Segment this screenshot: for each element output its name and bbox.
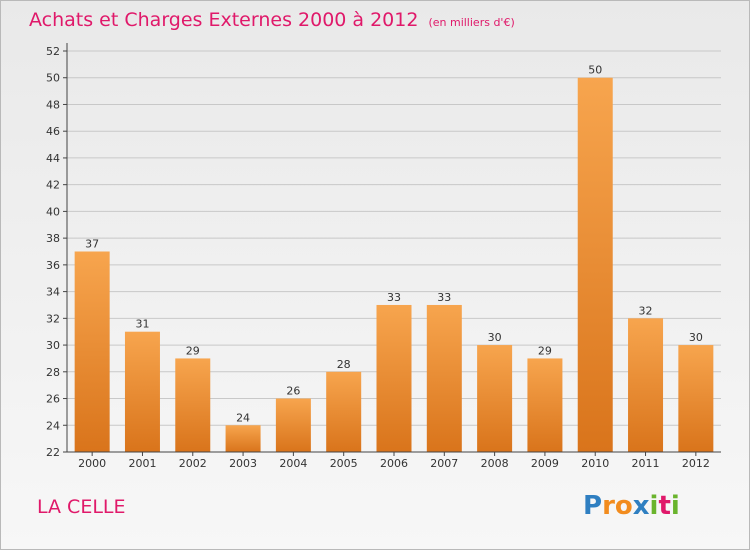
y-tick-label: 34 (46, 286, 60, 299)
bar-value-label: 33 (387, 291, 401, 304)
y-tick-label: 46 (46, 125, 60, 138)
bar-value-label: 32 (639, 304, 653, 317)
bar-value-label: 37 (85, 238, 99, 251)
bar-value-label: 24 (236, 411, 250, 424)
bar-2010 (577, 77, 613, 452)
bar-layer: 37 31 29 24 26 28 33 33 30 29 50 32 30 (74, 64, 714, 452)
bar-2001 (124, 331, 160, 452)
x-tick-label: 2002 (179, 457, 207, 470)
y-tick-label: 30 (46, 339, 60, 352)
bar-2011 (628, 318, 664, 452)
bar-2007 (426, 304, 462, 452)
y-tick-label: 22 (46, 446, 60, 459)
logo-letter: i (670, 491, 680, 521)
logo-letter: i (649, 491, 659, 521)
x-tick-label: 2007 (430, 457, 458, 470)
city-name: LA CELLE (37, 496, 126, 518)
bar-2002 (175, 358, 211, 452)
y-tick-label: 52 (46, 45, 60, 58)
axis-layer: 22 24 26 28 30 32 34 36 38 40 42 44 46 48 50 52 2000 2001… (46, 43, 721, 470)
chart-title: Achats et Charges Externes 2000 à 2012 (e… (29, 9, 515, 31)
y-tick-label: 26 (46, 393, 60, 406)
x-tick-label: 2008 (481, 457, 509, 470)
y-tick-label: 24 (46, 419, 60, 432)
bar-2012 (678, 345, 714, 452)
bar-value-label: 31 (135, 318, 149, 331)
y-tick-label: 28 (46, 366, 60, 379)
y-tick-label: 38 (46, 232, 60, 245)
bar-2005 (326, 371, 362, 452)
bar-value-label: 33 (437, 291, 451, 304)
bar-2006 (376, 304, 412, 452)
logo-letter: o (614, 491, 633, 521)
x-tick-label: 2000 (78, 457, 106, 470)
x-tick-label: 2004 (279, 457, 307, 470)
bar-2000 (74, 251, 110, 452)
y-tick-label: 40 (46, 205, 60, 218)
proxiti-logo[interactable]: Proxiti (583, 491, 680, 521)
bar-2003 (225, 425, 261, 452)
bar-value-label: 50 (588, 64, 602, 77)
y-tick-label: 50 (46, 72, 60, 85)
y-tick-label: 42 (46, 179, 60, 192)
bar-value-label: 30 (689, 331, 703, 344)
y-tick-label: 36 (46, 259, 60, 272)
chart-subtitle: (en milliers d'€) (428, 16, 515, 29)
logo-letter: r (602, 491, 615, 521)
bar-value-label: 29 (538, 344, 552, 357)
bar-value-label: 28 (337, 358, 351, 371)
x-tick-label: 2006 (380, 457, 408, 470)
x-tick-label: 2003 (229, 457, 257, 470)
bar-value-label: 30 (488, 331, 502, 344)
bar-value-label: 26 (286, 385, 300, 398)
x-tick-label: 2012 (682, 457, 710, 470)
bar-value-label: 29 (186, 344, 200, 357)
logo-letter: t (658, 491, 671, 521)
y-tick-label: 44 (46, 152, 60, 165)
logo-letter: P (583, 491, 603, 521)
x-tick-label: 2005 (330, 457, 358, 470)
y-tick-label: 48 (46, 98, 60, 111)
y-tick-label: 32 (46, 312, 60, 325)
bar-2004 (275, 398, 311, 452)
title-text: Achats et Charges Externes 2000 à 2012 (29, 9, 419, 31)
x-tick-label: 2001 (128, 457, 156, 470)
x-tick-label: 2010 (581, 457, 609, 470)
x-tick-label: 2011 (632, 457, 660, 470)
bar-2009 (527, 358, 563, 452)
x-tick-label: 2009 (531, 457, 559, 470)
logo-letter: x (632, 491, 650, 521)
bar-2008 (477, 345, 513, 452)
